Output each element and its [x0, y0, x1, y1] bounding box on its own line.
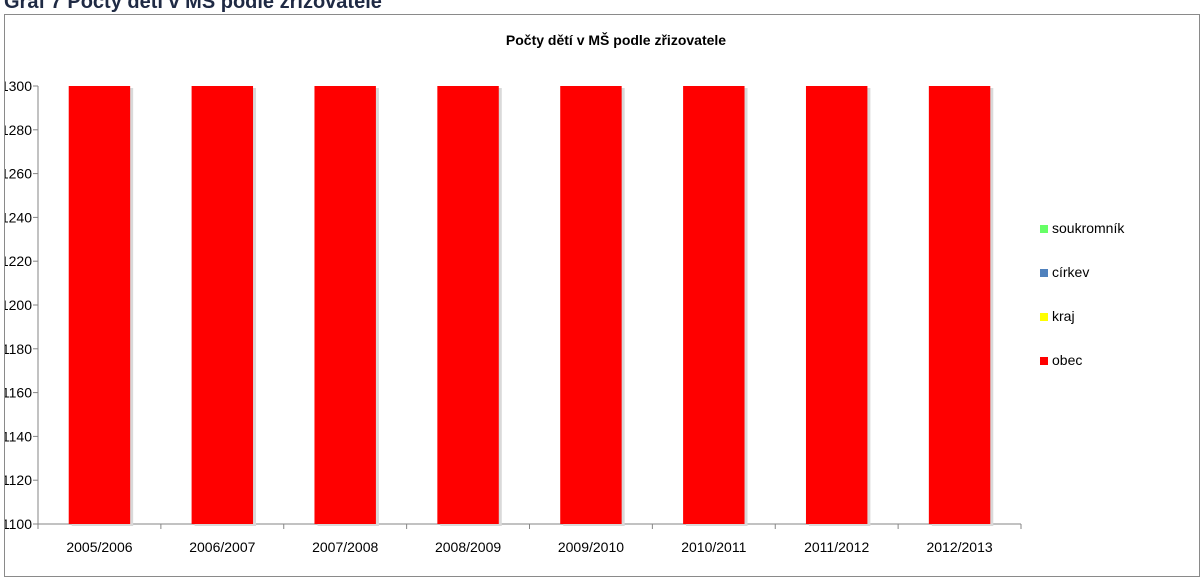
x-tick-label: 2008/2009: [435, 539, 501, 555]
x-tick-label: 2005/2006: [66, 539, 132, 555]
y-tick-label: 1100: [5, 516, 32, 532]
legend-label-soukromník: soukromník: [1052, 220, 1125, 236]
y-tick-label: 1280: [5, 122, 32, 138]
bar-obec: [928, 86, 991, 524]
y-tick-label: 1140: [5, 428, 32, 444]
y-tick-label: 1200: [5, 297, 32, 313]
legend-label-obec: obec: [1052, 352, 1082, 368]
y-tick-label: 1300: [5, 78, 32, 94]
legend-swatch-církev: [1040, 269, 1048, 277]
x-tick-label: 2010/2011: [681, 539, 746, 555]
chart-frame: Počty dětí v MŠ podle zřizovatele 110011…: [4, 14, 1200, 577]
page-heading: Graf 7 Počty dětí v MŠ podle zřizovatele: [4, 0, 382, 13]
legend-label-církev: církev: [1052, 264, 1089, 280]
legend-label-kraj: kraj: [1052, 308, 1075, 324]
x-tick-label: 2011/2012: [804, 539, 869, 555]
y-tick-label: 1160: [5, 385, 32, 401]
x-tick-label: 2006/2007: [189, 539, 255, 555]
bar-obec: [560, 86, 622, 524]
y-tick-label: 1180: [5, 341, 32, 357]
bar-obec: [683, 86, 745, 524]
bar-obec: [68, 86, 131, 524]
legend: soukromník církev kraj obec: [1040, 220, 1125, 368]
legend-swatch-kraj: [1040, 313, 1048, 321]
legend-swatch-obec: [1040, 357, 1048, 365]
x-tick-label: 2007/2008: [312, 539, 378, 555]
chart-title: Počty dětí v MŠ podle zřizovatele: [506, 31, 726, 48]
legend-swatch-soukromník: [1040, 225, 1048, 233]
chart-svg: Počty dětí v MŠ podle zřizovatele 110011…: [5, 31, 1125, 555]
bar-obec: [191, 86, 254, 524]
x-tick-label: 2009/2010: [558, 539, 624, 555]
x-tick-label: 2012/2013: [926, 539, 992, 555]
bar-obec: [805, 86, 868, 524]
y-tick-label: 1240: [5, 209, 32, 225]
y-tick-label: 1260: [5, 166, 32, 182]
bar-obec: [314, 86, 376, 524]
bar-obec: [437, 86, 499, 524]
